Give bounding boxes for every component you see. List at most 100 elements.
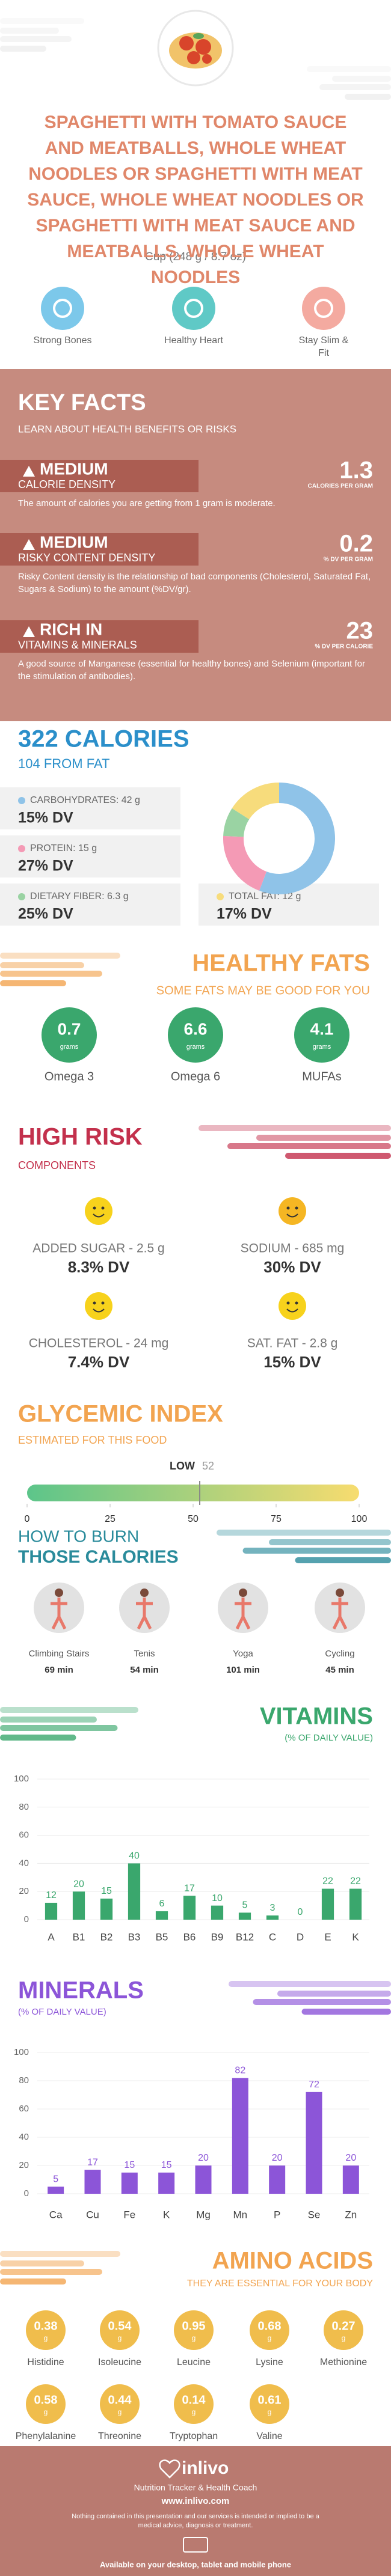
value-label: 6 — [159, 1899, 165, 1909]
risk-name: SODIUM - 685 mg — [241, 1242, 345, 1256]
nutrient-label: CARBOHYDRATES: 42 g — [30, 795, 140, 805]
x-tick-label: Ca — [49, 2209, 63, 2220]
value-label: 5 — [242, 1900, 248, 1911]
donut-segment — [223, 835, 267, 891]
serving: Cup (248 g / 8.7 oz) — [145, 251, 246, 263]
value-label: 0 — [298, 1907, 303, 1917]
decor-stripe — [295, 1557, 391, 1563]
activity-time: 54 min — [130, 1665, 159, 1675]
value-label: 20 — [345, 2153, 356, 2163]
section-title: VITAMINS — [260, 1703, 373, 1730]
bar — [48, 2187, 64, 2194]
nutrient-dot — [18, 797, 25, 804]
y-tick-label: 40 — [19, 1858, 29, 1868]
fat-circle — [294, 1007, 349, 1063]
fat-unit: grams — [186, 1043, 205, 1051]
value-label: 10 — [212, 1893, 223, 1903]
decor-stripe — [0, 2260, 84, 2266]
y-tick-label: 100 — [14, 1774, 29, 1784]
fact-name: VITAMINS & MINERALS — [18, 639, 137, 651]
basil — [193, 33, 204, 39]
x-tick-label: K — [352, 1931, 359, 1943]
amino-unit: g — [192, 2408, 196, 2416]
x-tick-label: Fe — [123, 2209, 135, 2220]
decor-stripe — [0, 1725, 118, 1731]
section-subtitle: THEY ARE ESSENTIAL FOR YOUR BODY — [187, 2278, 373, 2289]
bar — [128, 1863, 141, 1920]
amino-circle — [250, 2310, 289, 2350]
fact-unit: CALORIES PER GRAM — [308, 483, 373, 490]
bar — [232, 2078, 248, 2194]
fat-name: Omega 3 — [45, 1070, 94, 1083]
calories-subtitle: 104 FROM FAT — [18, 756, 109, 771]
decor-stripe — [0, 2251, 120, 2257]
value-label: 5 — [53, 2174, 58, 2184]
section-subtitle: COMPONENTS — [18, 1159, 96, 1171]
nutrient-dv: 25% DV — [18, 906, 73, 923]
fact-name: CALORIE DENSITY — [18, 478, 115, 490]
section-subtitle: ESTIMATED FOR THIS FOOD — [18, 1434, 167, 1446]
fat-unit: grams — [313, 1043, 331, 1051]
logo-heart — [159, 2459, 180, 2479]
x-tick-label: Se — [308, 2209, 321, 2220]
decor-stripe — [301, 2009, 391, 2015]
x-tick-label: C — [269, 1931, 276, 1943]
x-tick-label: Cu — [86, 2209, 99, 2220]
bar — [238, 1912, 251, 1920]
fat-value: 0.7 — [58, 1019, 81, 1038]
benefit-label: Healthy Heart — [164, 335, 223, 346]
smiley-eye — [295, 1206, 298, 1210]
section-title: MINERALS — [18, 1977, 144, 2004]
bar — [321, 1888, 334, 1920]
decor-stripe — [0, 18, 84, 24]
amino-name: Lysine — [256, 2357, 283, 2367]
smiley-eye — [101, 1301, 105, 1305]
value-label: 20 — [198, 2153, 209, 2163]
x-tick-label: B6 — [183, 1931, 196, 1943]
calories-title: 322 CALORIES — [18, 726, 189, 752]
value-label: 20 — [272, 2153, 283, 2163]
x-tick-label: B5 — [156, 1931, 168, 1943]
decor-stripe — [227, 1143, 391, 1149]
meatball — [196, 39, 211, 55]
benefit-label: Strong Bones — [33, 335, 92, 346]
nutrient-dot — [217, 893, 224, 900]
amino-circle — [250, 2384, 289, 2424]
benefit-glyph — [53, 299, 72, 318]
amino-name: Phenylalanine — [16, 2431, 76, 2441]
amino-circle — [174, 2384, 214, 2424]
nutrient-dot — [18, 845, 25, 852]
fact-level: MEDIUM — [40, 459, 108, 478]
amino-name: Isoleucine — [98, 2357, 141, 2367]
fat-value: 4.1 — [310, 1019, 334, 1038]
benefit-icon — [41, 287, 84, 330]
decor-stripe — [0, 1707, 138, 1713]
meatball — [187, 51, 200, 64]
donut-segment — [223, 808, 250, 838]
section-title: AMINO ACIDS — [212, 2248, 373, 2274]
decor-stripe — [307, 66, 391, 72]
amino-unit: g — [342, 2334, 346, 2342]
amino-value: 0.54 — [108, 2319, 132, 2333]
activity-body — [331, 1598, 348, 1630]
decor-stripe — [199, 1125, 391, 1131]
nutrient-dv: 15% DV — [18, 810, 73, 826]
y-tick-label: 0 — [24, 2188, 29, 2199]
bar — [349, 1888, 362, 1920]
value-label: 15 — [161, 2160, 172, 2170]
bar — [183, 1896, 196, 1920]
x-tick-label: Mn — [233, 2209, 248, 2220]
fact-level: RICH IN — [40, 620, 102, 638]
activity-time: 69 min — [45, 1665, 73, 1675]
smiley-mouth — [93, 1308, 105, 1313]
gi-tick-label: 0 — [25, 1514, 30, 1524]
decor-stripe — [229, 1981, 391, 1987]
value-label: 40 — [129, 1851, 140, 1861]
section-subtitle: (% OF DAILY VALUE) — [285, 1733, 373, 1743]
gi-tick-label: 25 — [105, 1514, 115, 1524]
y-tick-label: 100 — [14, 2047, 29, 2057]
amino-value: 0.27 — [332, 2319, 356, 2333]
gi-level: LOW — [170, 1460, 195, 1472]
benefit-glyph — [184, 299, 203, 318]
decor-stripe — [0, 971, 102, 977]
